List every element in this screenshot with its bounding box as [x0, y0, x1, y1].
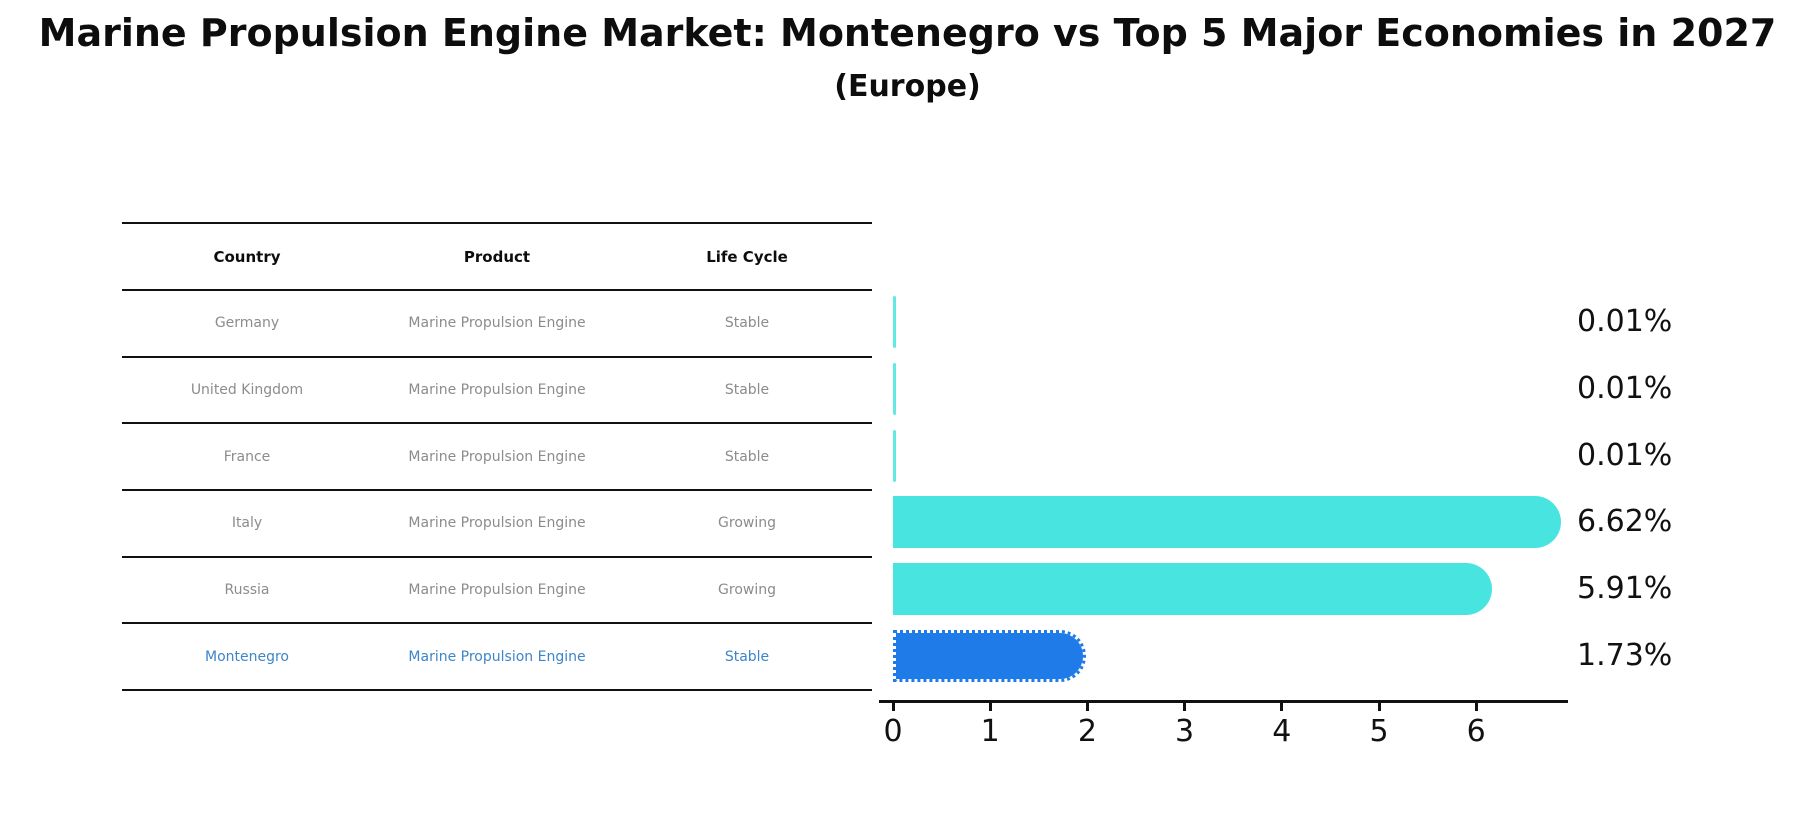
product-cell: Marine Propulsion Engine	[408, 315, 586, 332]
product-cell: Marine Propulsion Engine	[408, 582, 586, 599]
x-axis-tick	[1183, 701, 1187, 711]
country-cell: Russia	[224, 582, 270, 599]
life-cycle-cell: Stable	[724, 382, 770, 399]
life-cycle-cell: Stable	[724, 315, 770, 332]
x-axis-tick	[1085, 701, 1089, 711]
country-cell: Germany	[214, 315, 280, 332]
x-axis-tick-label: 0	[883, 714, 903, 749]
table-row: Germany Marine Propulsion Engine Stable	[122, 291, 872, 358]
chart-subtitle: (Europe)	[834, 69, 981, 104]
x-axis-line	[879, 700, 1568, 703]
chart-title: Marine Propulsion Engine Market: Montene…	[38, 11, 1777, 55]
country-cell: United Kingdom	[190, 382, 304, 399]
x-axis-tick-label: 2	[1077, 714, 1097, 749]
country-table: Country Product Life Cycle Germany Marin…	[122, 222, 872, 692]
header-country: Country	[213, 247, 281, 266]
value-label: 6.62%	[1577, 504, 1673, 540]
life-cycle-cell: Growing	[718, 582, 776, 599]
table-row: Italy Marine Propulsion Engine Growing	[122, 491, 872, 558]
table-row: France Marine Propulsion Engine Stable	[122, 424, 872, 492]
life-cycle-cell: Stable	[724, 448, 770, 465]
table-row: Russia Marine Propulsion Engine Growing	[122, 558, 872, 625]
bar-germany	[893, 296, 896, 349]
x-axis-tick-label: 4	[1272, 714, 1292, 749]
product-cell: Marine Propulsion Engine	[408, 515, 586, 532]
table-row: Montenegro Marine Propulsion Engine Stab…	[122, 624, 872, 692]
bar-france	[893, 429, 896, 482]
country-cell: Italy	[231, 515, 263, 532]
x-axis-tick	[1377, 701, 1381, 711]
x-axis-tick-label: 1	[980, 714, 1000, 749]
bar-united-kingdom	[893, 363, 896, 416]
x-axis-tick	[1280, 701, 1284, 711]
product-cell: Marine Propulsion Engine	[408, 648, 586, 665]
x-axis-tick-label: 3	[1175, 714, 1195, 749]
table-body: Germany Marine Propulsion Engine Stable …	[122, 291, 872, 692]
table-header-row: Country Product Life Cycle	[122, 224, 872, 291]
x-axis-tick	[988, 701, 992, 711]
country-cell: Montenegro	[204, 648, 289, 665]
product-cell: Marine Propulsion Engine	[408, 448, 586, 465]
country-cell: France	[223, 448, 271, 465]
value-label: 0.01%	[1577, 371, 1673, 407]
header-life-cycle: Life Cycle	[706, 247, 788, 266]
life-cycle-cell: Growing	[718, 515, 776, 532]
table-row: United Kingdom Marine Propulsion Engine …	[122, 358, 872, 425]
x-axis-tick-label: 5	[1369, 714, 1389, 749]
value-label: 0.01%	[1577, 437, 1673, 473]
x-axis-tick	[891, 701, 895, 711]
x-axis-tick-label: 6	[1466, 714, 1486, 749]
life-cycle-cell: Stable	[724, 648, 770, 665]
x-axis-tick	[1474, 701, 1478, 711]
value-label: 1.73%	[1577, 637, 1673, 673]
value-label: 5.91%	[1577, 571, 1673, 607]
bar-italy	[893, 496, 1562, 549]
product-cell: Marine Propulsion Engine	[408, 382, 586, 399]
value-label: 0.01%	[1577, 304, 1673, 340]
bar-russia	[893, 563, 1493, 616]
header-product: Product	[463, 247, 531, 266]
bar-montenegro	[893, 629, 1087, 682]
